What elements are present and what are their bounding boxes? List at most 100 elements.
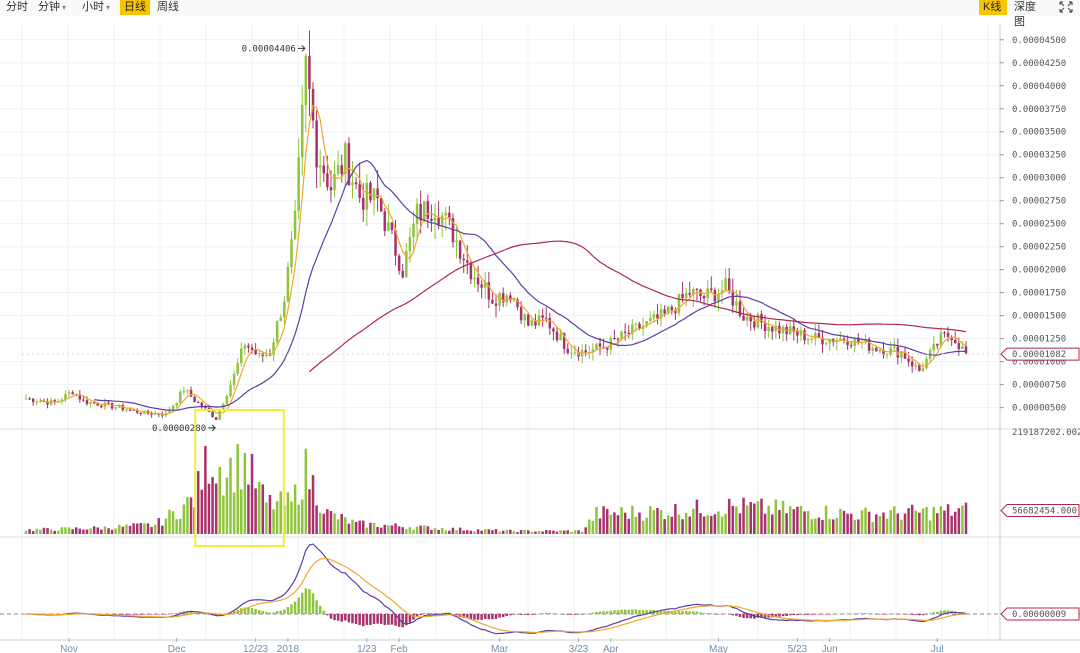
macd-bar (501, 614, 505, 618)
candle-body (128, 409, 132, 411)
price-tick-label: 0.00004250 (1012, 59, 1066, 69)
macd-bar (928, 613, 932, 614)
volume-bar (422, 525, 426, 534)
macd-bar (882, 614, 885, 615)
macd-bar (175, 612, 178, 614)
macd-bar (401, 614, 404, 628)
volume-bar (666, 515, 670, 534)
volume-bar (688, 516, 691, 534)
price-tick-label: 0.00000750 (1012, 381, 1066, 391)
tab-view-depth[interactable]: 深度图 (1010, 0, 1050, 28)
candle-body (31, 398, 35, 403)
volume-bar (387, 525, 390, 534)
price-tick-label: 0.00003500 (1012, 128, 1066, 138)
volume-bar (308, 489, 311, 534)
candle-body (394, 229, 397, 256)
fullscreen-button[interactable] (1058, 0, 1076, 15)
candle-body (103, 402, 107, 408)
macd-bar (426, 612, 430, 614)
macd-bar (892, 613, 896, 615)
candle-body (731, 290, 735, 306)
macd-bar (573, 614, 577, 615)
macd-bar (541, 613, 544, 614)
volume-bar (907, 508, 910, 534)
volume-bar (785, 513, 788, 534)
macd-bar (964, 613, 968, 614)
volume-bar (329, 510, 333, 534)
candle-body (720, 290, 724, 294)
volume-bar (250, 454, 254, 534)
macd-bar (519, 614, 523, 615)
volume-bar (512, 531, 516, 534)
macd-bar (505, 614, 509, 616)
tab-interval-minute[interactable]: 分钟 ▾ (34, 0, 74, 15)
candle-body (297, 157, 300, 211)
candle-body (387, 222, 390, 231)
volume-bar (304, 448, 308, 534)
max-arrow-icon (297, 45, 306, 52)
date-tick-label: Dec (168, 644, 186, 653)
candle-body (519, 307, 523, 321)
volume-bar (110, 529, 114, 534)
candle-body (186, 390, 189, 392)
candle-body (921, 368, 925, 371)
candle-body (953, 339, 957, 344)
volume-bar (82, 529, 85, 534)
macd-bar (125, 614, 128, 615)
tab-view-kline[interactable]: K线 (979, 0, 1007, 15)
volume-bar (925, 506, 928, 534)
candle-body (333, 173, 336, 191)
candle-body (803, 330, 806, 341)
candle-body (824, 343, 828, 345)
macd-bar (699, 612, 702, 614)
volume-bar (932, 506, 935, 534)
candle-body (491, 299, 494, 304)
volume-bar (936, 513, 939, 534)
macd-bar (412, 614, 415, 620)
candle-body (153, 413, 157, 415)
candle-body (501, 293, 505, 303)
kline-chart[interactable]: 0.00004500 0.00004250 0.00004000 0.00003750… (0, 16, 1080, 653)
volume-bar (706, 515, 709, 534)
volume-bar (652, 510, 656, 534)
volume-bar (487, 529, 491, 534)
volume-bar (200, 489, 204, 534)
macd-bar (430, 612, 433, 614)
candle-body (849, 345, 853, 347)
macd-bar (433, 612, 437, 614)
candle-body (293, 210, 297, 240)
tab-interval-daily[interactable]: 日线 (120, 0, 150, 15)
macd-bar (936, 611, 939, 614)
volume-bar (96, 527, 100, 534)
candle-body (828, 338, 831, 344)
volume-bar (257, 481, 261, 534)
volume-bar (157, 518, 161, 534)
candle-body (53, 400, 56, 403)
macd-bar (232, 611, 236, 614)
volume-bar (351, 519, 354, 534)
tab-label: 分时 (6, 1, 28, 13)
volume-bar (254, 488, 257, 534)
macd-bar (745, 614, 749, 619)
macd-bar (243, 607, 247, 614)
macd-bar (821, 614, 824, 615)
volume-bar (279, 491, 282, 534)
macd-bar (605, 611, 609, 614)
volume-bar (218, 466, 221, 534)
tab-interval-hour[interactable]: 小时 ▾ (78, 0, 118, 15)
volume-bar (946, 504, 950, 534)
candle-body (376, 188, 379, 199)
candle-body (867, 339, 871, 351)
volume-bar (910, 504, 914, 534)
candle-body (214, 417, 218, 420)
tab-interval-timeshare[interactable]: 分时 (2, 0, 32, 15)
macd-bar (792, 614, 796, 616)
candle-body (455, 240, 458, 243)
candle-body (745, 316, 749, 321)
tab-interval-weekly[interactable]: 周线 (153, 0, 183, 15)
volume-bar (196, 471, 200, 534)
candle-body (925, 358, 928, 369)
volume-bar (670, 516, 674, 534)
macd-bar (483, 614, 487, 620)
candle-body (670, 306, 674, 311)
